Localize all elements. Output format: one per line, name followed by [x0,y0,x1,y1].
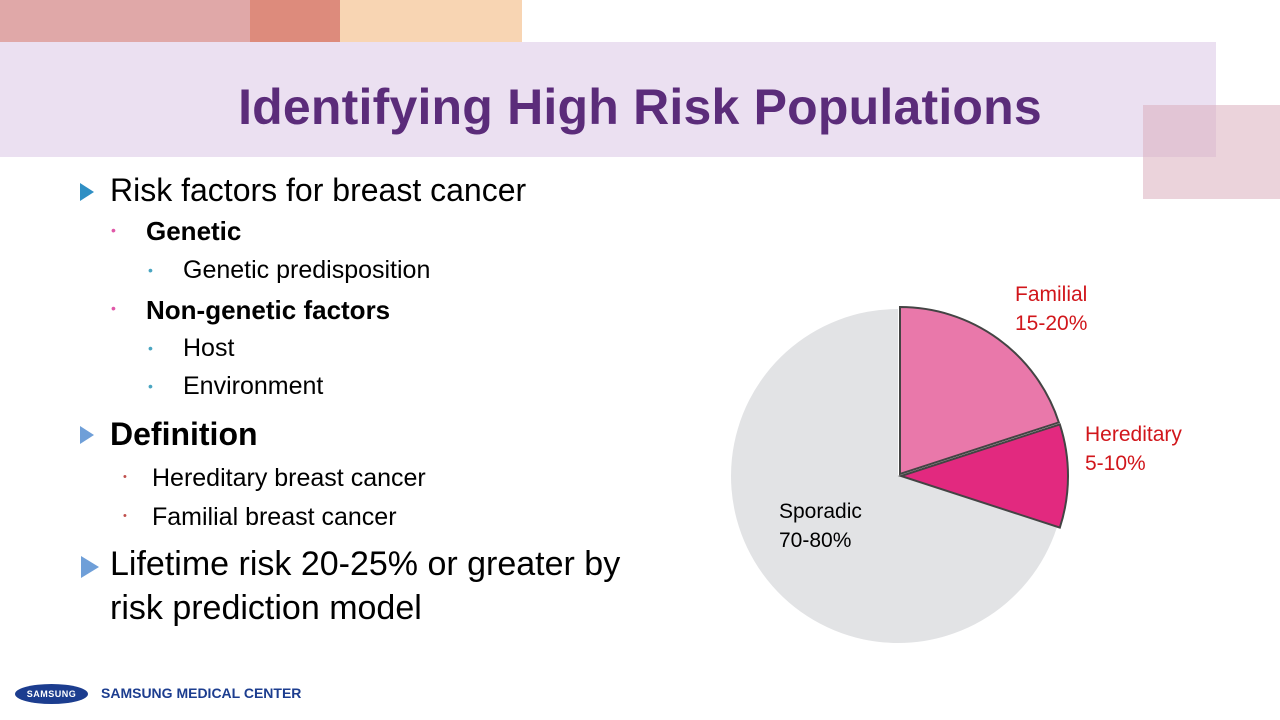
bullet-lifetime-risk-line2: risk prediction model [110,589,422,627]
dot-bullet-icon: • [148,340,153,356]
label-sporadic-value: 70-80% [779,529,852,552]
bullet-hereditary-breast-cancer: Hereditary breast cancer [152,464,426,492]
bullet-definition: Definition [110,416,258,452]
samsung-logo: SAMSUNG [15,684,88,704]
dot-bullet-icon: • [111,300,116,316]
bullet-risk-factors: Risk factors for breast cancer [110,172,527,208]
dot-bullet-icon: • [148,378,153,394]
org-name: SAMSUNG MEDICAL CENTER [101,685,302,701]
pie-slice-hereditary [897,423,1070,529]
pie-slice-sporadic [731,309,1057,643]
bullet-lifetime-risk-line1: Lifetime risk 20-25% or greater by [110,545,621,583]
label-sporadic: Sporadic 70-80% [779,497,862,555]
dot-bullet-icon: • [123,471,127,483]
label-hereditary: Hereditary 5-10% [1085,420,1182,478]
label-familial: Familial 15-20% [1015,280,1087,338]
triangle-bullet-icon [80,426,94,444]
label-familial-name: Familial [1015,283,1088,306]
label-familial-value: 15-20% [1015,312,1088,335]
page-title: Identifying High Risk Populations [238,79,1042,135]
label-hereditary-name: Hereditary [1085,423,1182,446]
triangle-bullet-icon [80,183,94,201]
title-band [0,42,1216,157]
dot-bullet-icon: • [148,262,153,278]
bullet-non-genetic: Non-genetic factors [146,295,391,325]
bullet-genetic: Genetic [146,216,242,246]
bullet-genetic-predisposition: Genetic predisposition [183,256,431,284]
label-sporadic-name: Sporadic [779,500,862,523]
dot-bullet-icon: • [111,222,116,238]
label-hereditary-value: 5-10% [1085,452,1146,475]
bullet-host: Host [183,334,235,362]
dot-bullet-icon: • [123,510,127,522]
bullet-familial-breast-cancer: Familial breast cancer [152,503,397,531]
bullet-environment: Environment [183,372,324,400]
pie-slice-familial [899,305,1061,476]
decor-block-pink-right [1143,105,1280,199]
triangle-bullet-icon [81,556,99,578]
